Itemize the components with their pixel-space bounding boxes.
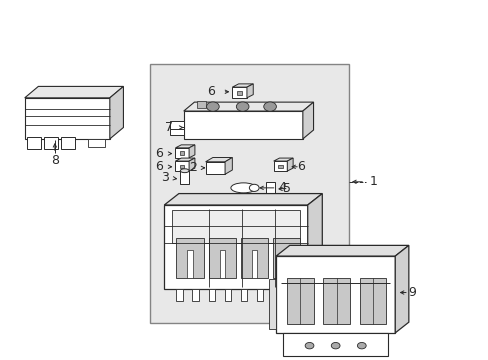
Polygon shape [170, 127, 183, 135]
Polygon shape [224, 157, 232, 174]
Polygon shape [208, 289, 215, 301]
Text: 8: 8 [51, 154, 59, 167]
Polygon shape [27, 137, 41, 149]
Polygon shape [359, 278, 386, 324]
Polygon shape [171, 210, 300, 243]
Polygon shape [251, 250, 257, 278]
Polygon shape [246, 84, 253, 98]
Polygon shape [175, 158, 195, 161]
Polygon shape [288, 289, 295, 301]
Polygon shape [236, 91, 242, 95]
Text: 2: 2 [189, 161, 197, 174]
Polygon shape [25, 86, 123, 98]
Polygon shape [323, 278, 349, 324]
Polygon shape [189, 145, 195, 158]
Polygon shape [273, 161, 287, 171]
Circle shape [263, 102, 276, 111]
Circle shape [236, 102, 248, 111]
Polygon shape [183, 111, 302, 139]
Text: 6: 6 [297, 160, 305, 173]
Polygon shape [287, 158, 292, 171]
Text: 9: 9 [407, 286, 415, 299]
Text: 6: 6 [155, 147, 163, 160]
Circle shape [305, 342, 313, 349]
Polygon shape [219, 250, 224, 278]
Polygon shape [164, 205, 307, 289]
Text: 6: 6 [155, 160, 163, 173]
Polygon shape [208, 238, 236, 278]
Text: 5: 5 [282, 183, 290, 195]
Circle shape [206, 102, 219, 111]
Polygon shape [266, 182, 275, 196]
Polygon shape [232, 84, 253, 87]
Ellipse shape [230, 183, 256, 193]
Circle shape [357, 342, 366, 349]
Text: 3: 3 [161, 171, 169, 184]
Polygon shape [183, 102, 313, 111]
Polygon shape [176, 289, 183, 301]
Polygon shape [179, 151, 184, 155]
Polygon shape [44, 137, 58, 149]
Polygon shape [88, 139, 105, 147]
Polygon shape [61, 137, 75, 149]
Polygon shape [283, 333, 387, 356]
Circle shape [249, 184, 259, 192]
Polygon shape [149, 64, 348, 323]
Polygon shape [205, 157, 232, 162]
Polygon shape [307, 194, 322, 289]
Polygon shape [272, 238, 300, 278]
Polygon shape [394, 246, 408, 333]
Polygon shape [192, 289, 199, 301]
Polygon shape [286, 278, 313, 324]
Text: 6: 6 [207, 85, 215, 98]
Text: 1: 1 [368, 175, 377, 188]
Polygon shape [196, 101, 206, 108]
Polygon shape [180, 171, 189, 184]
Polygon shape [175, 148, 189, 158]
Polygon shape [240, 289, 247, 301]
Polygon shape [187, 250, 192, 278]
Polygon shape [224, 289, 231, 301]
Polygon shape [277, 165, 282, 168]
Polygon shape [170, 121, 183, 129]
Polygon shape [189, 158, 195, 171]
Polygon shape [205, 162, 224, 174]
Polygon shape [256, 289, 263, 301]
Polygon shape [176, 238, 203, 278]
Polygon shape [232, 87, 246, 98]
Polygon shape [241, 238, 267, 278]
Polygon shape [272, 289, 279, 301]
Polygon shape [25, 98, 110, 139]
Polygon shape [273, 158, 292, 161]
Polygon shape [164, 194, 322, 205]
Polygon shape [302, 102, 313, 139]
Polygon shape [276, 246, 408, 256]
Polygon shape [175, 161, 189, 171]
Polygon shape [268, 279, 276, 329]
Polygon shape [179, 165, 184, 168]
Ellipse shape [180, 169, 189, 173]
Polygon shape [284, 250, 289, 278]
Text: 7: 7 [165, 121, 173, 134]
Polygon shape [110, 86, 123, 139]
Text: 4: 4 [278, 181, 286, 194]
Polygon shape [175, 145, 195, 148]
Circle shape [330, 342, 339, 349]
Polygon shape [276, 256, 394, 333]
